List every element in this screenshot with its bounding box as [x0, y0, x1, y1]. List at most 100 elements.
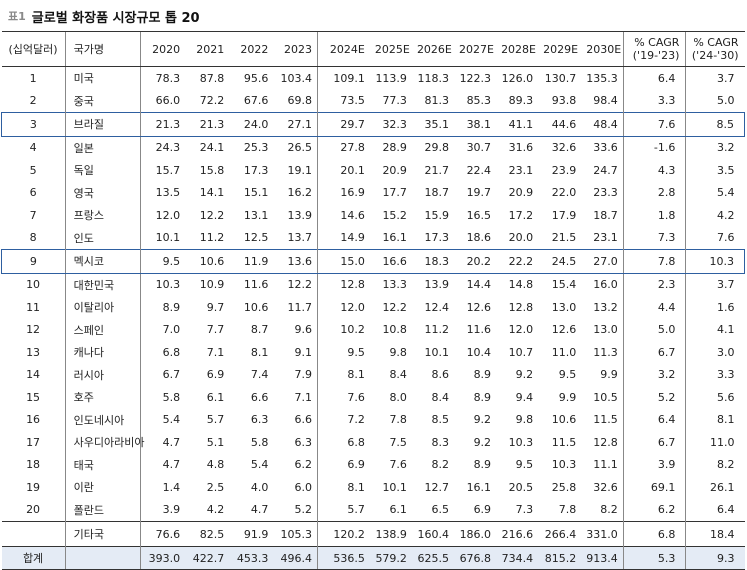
- rank-cell: 14: [1, 363, 66, 386]
- value-cell: 6.7: [139, 363, 186, 386]
- cagr-24-30-cell: 8.2: [685, 453, 745, 476]
- value-cell: 815.2: [538, 546, 582, 570]
- value-cell: 118.3: [411, 66, 454, 90]
- value-cell: 14.8: [496, 273, 539, 296]
- value-cell: 7.6: [317, 386, 370, 409]
- cagr-19-23-cell: 7.8: [622, 249, 686, 274]
- value-cell: 10.6: [229, 296, 274, 319]
- value-cell: 81.3: [411, 89, 454, 113]
- header-rank: (십억달러): [1, 31, 66, 67]
- country-cell: 인도네시아: [64, 408, 141, 431]
- cagr-24-30-cell: 11.0: [685, 431, 745, 454]
- value-cell: 393.0: [139, 546, 186, 570]
- cagr-19-23-cell: 3.3: [622, 89, 686, 113]
- table-row: 17 사우디아라비아 4.7 5.1 5.8 6.3 6.8 7.5 8.3 9.2 10.3 11.…: [1, 431, 745, 454]
- country-cell: 캐나다: [64, 341, 141, 364]
- value-cell: 32.6: [581, 476, 624, 499]
- table-row: 5 독일 15.7 15.8 17.3 19.1 20.1 20.9 21.7 22.4 23.1 2…: [1, 159, 745, 182]
- value-cell: 15.1: [229, 181, 274, 204]
- value-cell: 5.8: [229, 431, 274, 454]
- value-cell: 10.6: [538, 408, 582, 431]
- rank-cell: 8: [1, 226, 66, 250]
- value-cell: 95.6: [229, 66, 274, 90]
- value-cell: 13.1: [229, 204, 274, 227]
- rank-cell: 17: [1, 431, 66, 454]
- table-row: 15 호주 5.8 6.1 6.6 7.1 7.6 8.0 8.4 8.9 9.4 9.9 10.5 5.…: [1, 386, 745, 409]
- value-cell: 5.4: [139, 408, 186, 431]
- value-cell: 11.2: [411, 318, 454, 341]
- cagr-19-23-cell: 2.8: [622, 181, 686, 204]
- value-cell: 496.4: [273, 546, 318, 570]
- rank-cell: 15: [1, 386, 66, 409]
- value-cell: 20.9: [369, 159, 412, 182]
- header-year: 2022: [229, 31, 274, 67]
- value-cell: 16.1: [369, 226, 412, 250]
- value-cell: 12.0: [496, 318, 539, 341]
- value-cell: 27.1: [273, 112, 318, 137]
- value-cell: 11.7: [273, 296, 318, 319]
- value-cell: 25.3: [229, 136, 274, 159]
- value-cell: 11.0: [538, 341, 582, 364]
- header-cagr-24-30-line2: ('24-'30): [691, 49, 739, 62]
- rank-cell: 16: [1, 408, 66, 431]
- value-cell: 28.9: [369, 136, 412, 159]
- country-cell: 호주: [64, 386, 141, 409]
- cagr-24-30-cell: 5.0: [685, 89, 745, 113]
- value-cell: 22.4: [454, 159, 497, 182]
- value-cell: 4.7: [139, 453, 186, 476]
- value-cell: 105.3: [273, 521, 318, 547]
- table-row: 2 중국 66.0 72.2 67.6 69.8 73.5 77.3 81.3 85.3 89.3 9…: [1, 89, 745, 113]
- rank-cell: 13: [1, 341, 66, 364]
- rank-cell: 6: [1, 181, 66, 204]
- value-cell: 31.6: [496, 136, 539, 159]
- value-cell: 23.3: [581, 181, 624, 204]
- value-cell: 18.6: [454, 226, 497, 250]
- value-cell: 26.5: [273, 136, 318, 159]
- value-cell: 6.9: [317, 453, 370, 476]
- value-cell: 10.1: [411, 341, 454, 364]
- value-cell: 17.9: [538, 204, 582, 227]
- value-cell: 77.3: [369, 89, 412, 113]
- value-cell: 21.5: [538, 226, 582, 250]
- header-year: 2029E: [538, 31, 582, 67]
- value-cell: 14.1: [185, 181, 230, 204]
- value-cell: 19.1: [273, 159, 318, 182]
- value-cell: 15.7: [139, 159, 186, 182]
- value-cell: 9.9: [581, 363, 624, 386]
- value-cell: 18.7: [411, 181, 454, 204]
- rank-cell: 11: [1, 296, 66, 319]
- country-cell: 대한민국: [64, 273, 141, 296]
- value-cell: 14.6: [317, 204, 370, 227]
- value-cell: 122.3: [454, 66, 497, 90]
- value-cell: 87.8: [185, 66, 230, 90]
- header-year: 2027E: [454, 31, 497, 67]
- rank-cell: 9: [1, 249, 66, 274]
- value-cell: 11.3: [581, 341, 624, 364]
- value-cell: 10.3: [538, 453, 582, 476]
- value-cell: 120.2: [317, 521, 370, 547]
- value-cell: 16.6: [369, 249, 412, 274]
- value-cell: 44.6: [538, 112, 582, 137]
- value-cell: 7.0: [139, 318, 186, 341]
- rank-cell: 20: [1, 498, 66, 522]
- table-row: 6 영국 13.5 14.1 15.1 16.2 16.9 17.7 18.7 19.7 20.9 2…: [1, 181, 745, 204]
- cagr-19-23-cell: 6.4: [622, 408, 686, 431]
- value-cell: 1.4: [139, 476, 186, 499]
- value-cell: 15.2: [369, 204, 412, 227]
- header-year: 2024E: [317, 31, 370, 67]
- rank-cell: 2: [1, 89, 66, 113]
- rank-cell: 10: [1, 273, 66, 296]
- value-cell: 12.2: [185, 204, 230, 227]
- value-cell: 66.0: [139, 89, 186, 113]
- value-cell: 69.8: [273, 89, 318, 113]
- value-cell: 93.8: [538, 89, 582, 113]
- cagr-24-30-cell: 8.1: [685, 408, 745, 431]
- value-cell: 266.4: [538, 521, 582, 547]
- cagr-19-23-cell: 3.2: [622, 363, 686, 386]
- value-cell: 33.6: [581, 136, 624, 159]
- value-cell: 12.6: [538, 318, 582, 341]
- value-cell: 10.1: [369, 476, 412, 499]
- value-cell: 85.3: [454, 89, 497, 113]
- value-cell: 20.0: [496, 226, 539, 250]
- value-cell: 10.9: [185, 273, 230, 296]
